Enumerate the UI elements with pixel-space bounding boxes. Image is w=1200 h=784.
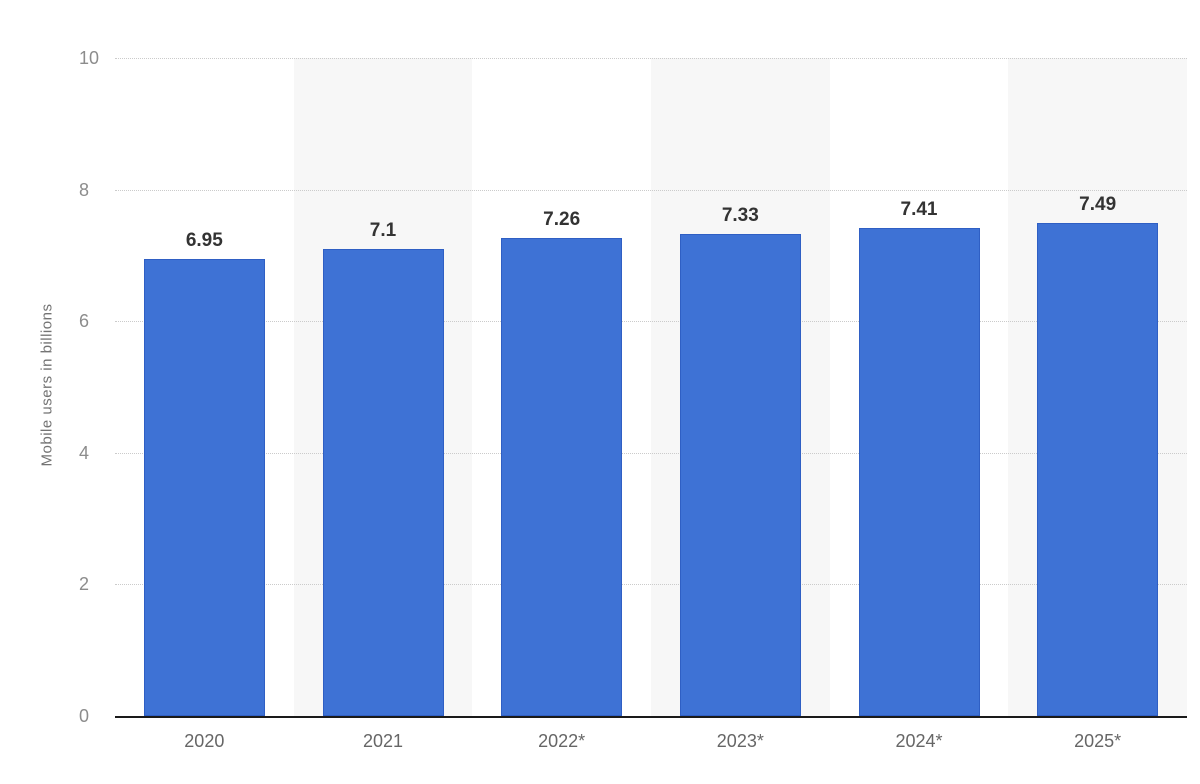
bar-value-label: 7.1 [369,219,397,241]
y-tick-label: 4 [79,442,90,463]
bar-2021[interactable] [322,248,444,716]
bar-value-label: 7.41 [900,199,938,221]
bar-value-label: 7.33 [721,204,759,226]
y-tick-label: 6 [79,311,90,332]
bar-value-label: 7.26 [543,209,581,231]
x-axis-label: 2025* [1074,731,1122,751]
bar-2022*[interactable] [501,238,623,716]
bar-value-label: 7.49 [1079,194,1117,216]
bar-value-label: 6.95 [185,229,223,251]
x-axis-label: 2021 [362,731,404,751]
y-tick-label: 0 [79,706,90,726]
y-tick-label: 10 [79,48,100,68]
bar-2024*[interactable] [858,228,980,716]
bar-2020[interactable] [143,258,265,716]
gridline [115,189,1187,191]
x-axis-label: 2023* [716,731,764,751]
gridline [115,321,1187,323]
y-tick-label: 2 [79,574,90,595]
y-tick-label: 8 [79,179,90,200]
plot-area: 6.95 7.1 7.26 7.33 7.41 7.49 [115,58,1187,718]
x-axis-label: 2024* [895,731,943,751]
x-axis-label: 2020 [184,731,225,751]
gridline [115,584,1187,586]
bar-2023*[interactable] [679,233,801,716]
x-axis-label: 2022* [538,731,586,751]
gridline [115,452,1187,454]
gridline [115,58,1187,59]
y-axis-title: Mobile users in billions [38,303,56,467]
bar-2025*[interactable] [1037,223,1159,716]
